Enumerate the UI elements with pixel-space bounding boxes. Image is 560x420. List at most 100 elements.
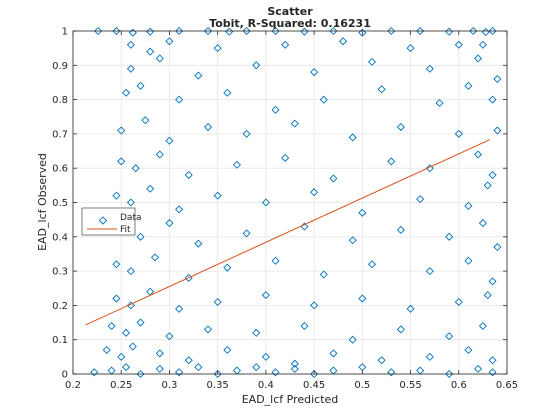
data-point — [117, 157, 126, 166]
data-point — [290, 119, 299, 128]
data-point — [225, 27, 234, 36]
data-point — [474, 364, 483, 373]
data-point — [469, 26, 478, 36]
data-point — [117, 126, 126, 135]
legend-data-marker — [98, 216, 108, 225]
data-point — [329, 349, 338, 358]
data-point — [464, 81, 473, 90]
chart-subtitle: Tobit, R-Squared: 0.16231 — [209, 17, 371, 30]
data-point — [242, 26, 251, 36]
data-point — [493, 126, 502, 135]
data-point — [310, 188, 319, 197]
data-point — [445, 369, 454, 379]
data-point — [329, 174, 338, 183]
data-point — [416, 26, 425, 36]
y-tick-label: 0.6 — [52, 164, 68, 175]
data-point — [112, 260, 121, 269]
data-point — [493, 74, 502, 84]
data-point — [488, 171, 497, 180]
data-point — [223, 263, 232, 272]
data-point — [126, 267, 135, 276]
data-point — [252, 328, 261, 337]
data-point — [329, 26, 338, 36]
data-point — [261, 198, 270, 207]
data-series — [90, 26, 502, 379]
data-point — [107, 366, 116, 375]
data-point — [213, 44, 222, 53]
data-point — [126, 40, 135, 49]
data-point — [310, 301, 319, 310]
data-point — [425, 267, 434, 276]
data-point — [339, 37, 348, 46]
data-point — [454, 40, 463, 49]
data-point — [454, 297, 463, 307]
x-tick-label: 0.5 — [354, 380, 370, 391]
x-axis-label: EAD_lcf Predicted — [242, 393, 339, 406]
data-point — [242, 129, 251, 138]
data-point — [146, 27, 155, 36]
data-point — [136, 81, 145, 90]
data-point — [128, 342, 137, 351]
data-point — [223, 345, 232, 355]
x-tick-label: 0.4 — [258, 380, 274, 391]
data-point — [396, 225, 405, 234]
grid-lines — [72, 30, 508, 375]
data-point — [416, 366, 425, 375]
data-point — [445, 332, 454, 341]
legend-box — [81, 207, 136, 236]
x-tick-label: 0.6 — [451, 380, 467, 391]
data-point — [425, 352, 434, 361]
data-point — [483, 291, 492, 300]
data-point — [406, 44, 415, 53]
data-point — [175, 26, 184, 36]
data-point — [310, 68, 319, 77]
data-point — [396, 325, 405, 334]
data-point — [122, 328, 131, 337]
y-axis-ticks: 0 0.1 0.2 0.3 0.4 0.5 0.6 0.7 0.8 0.9 1 — [52, 27, 507, 381]
data-point — [348, 236, 357, 245]
data-point — [464, 201, 473, 210]
data-point — [203, 123, 213, 132]
data-point — [175, 95, 184, 104]
data-point — [165, 37, 174, 46]
data-point — [483, 181, 492, 190]
data-point — [329, 366, 338, 375]
data-point — [136, 232, 145, 241]
data-point — [481, 27, 490, 37]
data-point — [358, 363, 367, 372]
y-axis-label: EAD_lcf Observed — [36, 153, 49, 251]
data-point — [136, 318, 145, 327]
data-point — [223, 88, 232, 97]
data-point — [184, 171, 193, 180]
data-point — [406, 304, 415, 313]
data-point — [488, 26, 497, 36]
data-point — [310, 369, 319, 379]
data-point — [146, 287, 155, 296]
x-tick-label: 0.25 — [110, 380, 132, 391]
data-point — [367, 57, 377, 66]
data-point — [213, 191, 222, 200]
data-point — [478, 219, 487, 228]
data-point — [102, 345, 111, 355]
data-point — [488, 277, 497, 286]
data-point — [252, 61, 261, 70]
legend-data-label: Data — [120, 213, 142, 223]
data-point — [232, 160, 241, 169]
data-point — [290, 359, 299, 368]
x-tick-label: 0.55 — [399, 380, 421, 391]
data-point — [194, 239, 203, 248]
x-tick-label: 0.3 — [161, 380, 177, 391]
data-point — [165, 136, 174, 145]
data-point — [271, 26, 280, 36]
x-tick-label: 0.2 — [65, 380, 81, 391]
data-point — [300, 27, 309, 36]
data-point — [271, 105, 280, 114]
data-point — [117, 352, 126, 361]
data-point — [155, 150, 164, 159]
data-point — [290, 364, 299, 373]
data-point — [488, 95, 497, 104]
data-point — [136, 369, 145, 379]
data-point — [281, 40, 290, 49]
data-point — [396, 123, 405, 132]
data-point — [213, 297, 222, 307]
